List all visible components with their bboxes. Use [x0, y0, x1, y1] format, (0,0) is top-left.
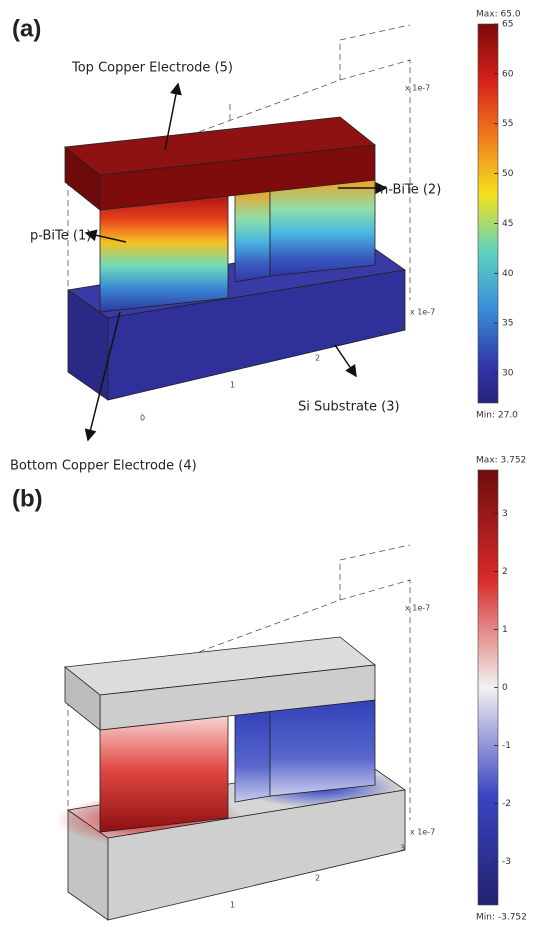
colorbar-tick-label: 60: [502, 69, 514, 79]
annotation: Bottom Copper Electrode (4): [10, 459, 197, 474]
colorbar-min: Min: 27.0: [476, 411, 518, 421]
p-leg: [100, 716, 228, 832]
colorbar-tick-label: 3: [502, 509, 508, 519]
colorbar: [478, 24, 498, 403]
arrow: [335, 345, 356, 376]
colorbar-tick-label: 55: [502, 119, 513, 129]
colorbar-max: Max: 65.0: [476, 10, 521, 20]
colorbar-tick-label: 0: [502, 683, 508, 693]
n-leg: [270, 180, 375, 276]
colorbar-tick-label: 40: [502, 269, 514, 279]
colorbar-tick-label: -3: [502, 857, 511, 867]
figure: Top Copper Electrode (5) p-BiTe (1) n-BiTe…: [0, 0, 540, 931]
colorbar-tick-label: -2: [502, 799, 511, 809]
n-leg-side: [235, 191, 270, 282]
panel-label: (a): [12, 15, 41, 42]
annotation: p-BiTe (1): [30, 229, 91, 244]
axis-tick-label: 1: [230, 901, 235, 910]
axis-unit: x 1e-7: [405, 84, 430, 93]
annotation: n-BiTe (2): [380, 183, 441, 198]
colorbar-tick-label: 1: [502, 625, 508, 635]
colorbar-tick-label: 30: [502, 369, 514, 379]
axis-unit: x 1e-7: [410, 828, 435, 837]
n-leg: [270, 700, 375, 796]
panel-label: (b): [12, 485, 43, 512]
colorbar-tick-label: 2: [502, 567, 508, 577]
colorbar-tick-label: 45: [502, 219, 513, 229]
axis-tick-label: 1: [230, 381, 235, 390]
colorbar-max: Max: 3.752: [476, 456, 526, 466]
axis-tick-label: 2: [315, 874, 320, 883]
p-leg: [100, 196, 228, 312]
colorbar-tick-label: 65: [502, 20, 513, 30]
colorbar-tick-label: 50: [502, 169, 514, 179]
axis-unit: x 1e-7: [410, 308, 435, 317]
n-leg-side: [235, 711, 270, 802]
colorbar-min: Min: -3.752: [476, 913, 527, 923]
panel-a: Top Copper Electrode (5) p-BiTe (1) n-BiTe…: [10, 25, 441, 474]
axis-tick-label: 3: [400, 324, 405, 333]
annotation: Top Copper Electrode (5): [71, 61, 233, 76]
axis-unit: x 1e-7: [405, 604, 430, 613]
annotation: Si Substrate (3): [298, 400, 400, 415]
colorbar-tick-label: -1: [502, 741, 511, 751]
axis-tick-label: 3: [400, 844, 405, 853]
axis-tick-label: 2: [315, 354, 320, 363]
axis-tick-label: 0: [140, 414, 145, 423]
colorbar-tick-label: 35: [502, 319, 513, 329]
